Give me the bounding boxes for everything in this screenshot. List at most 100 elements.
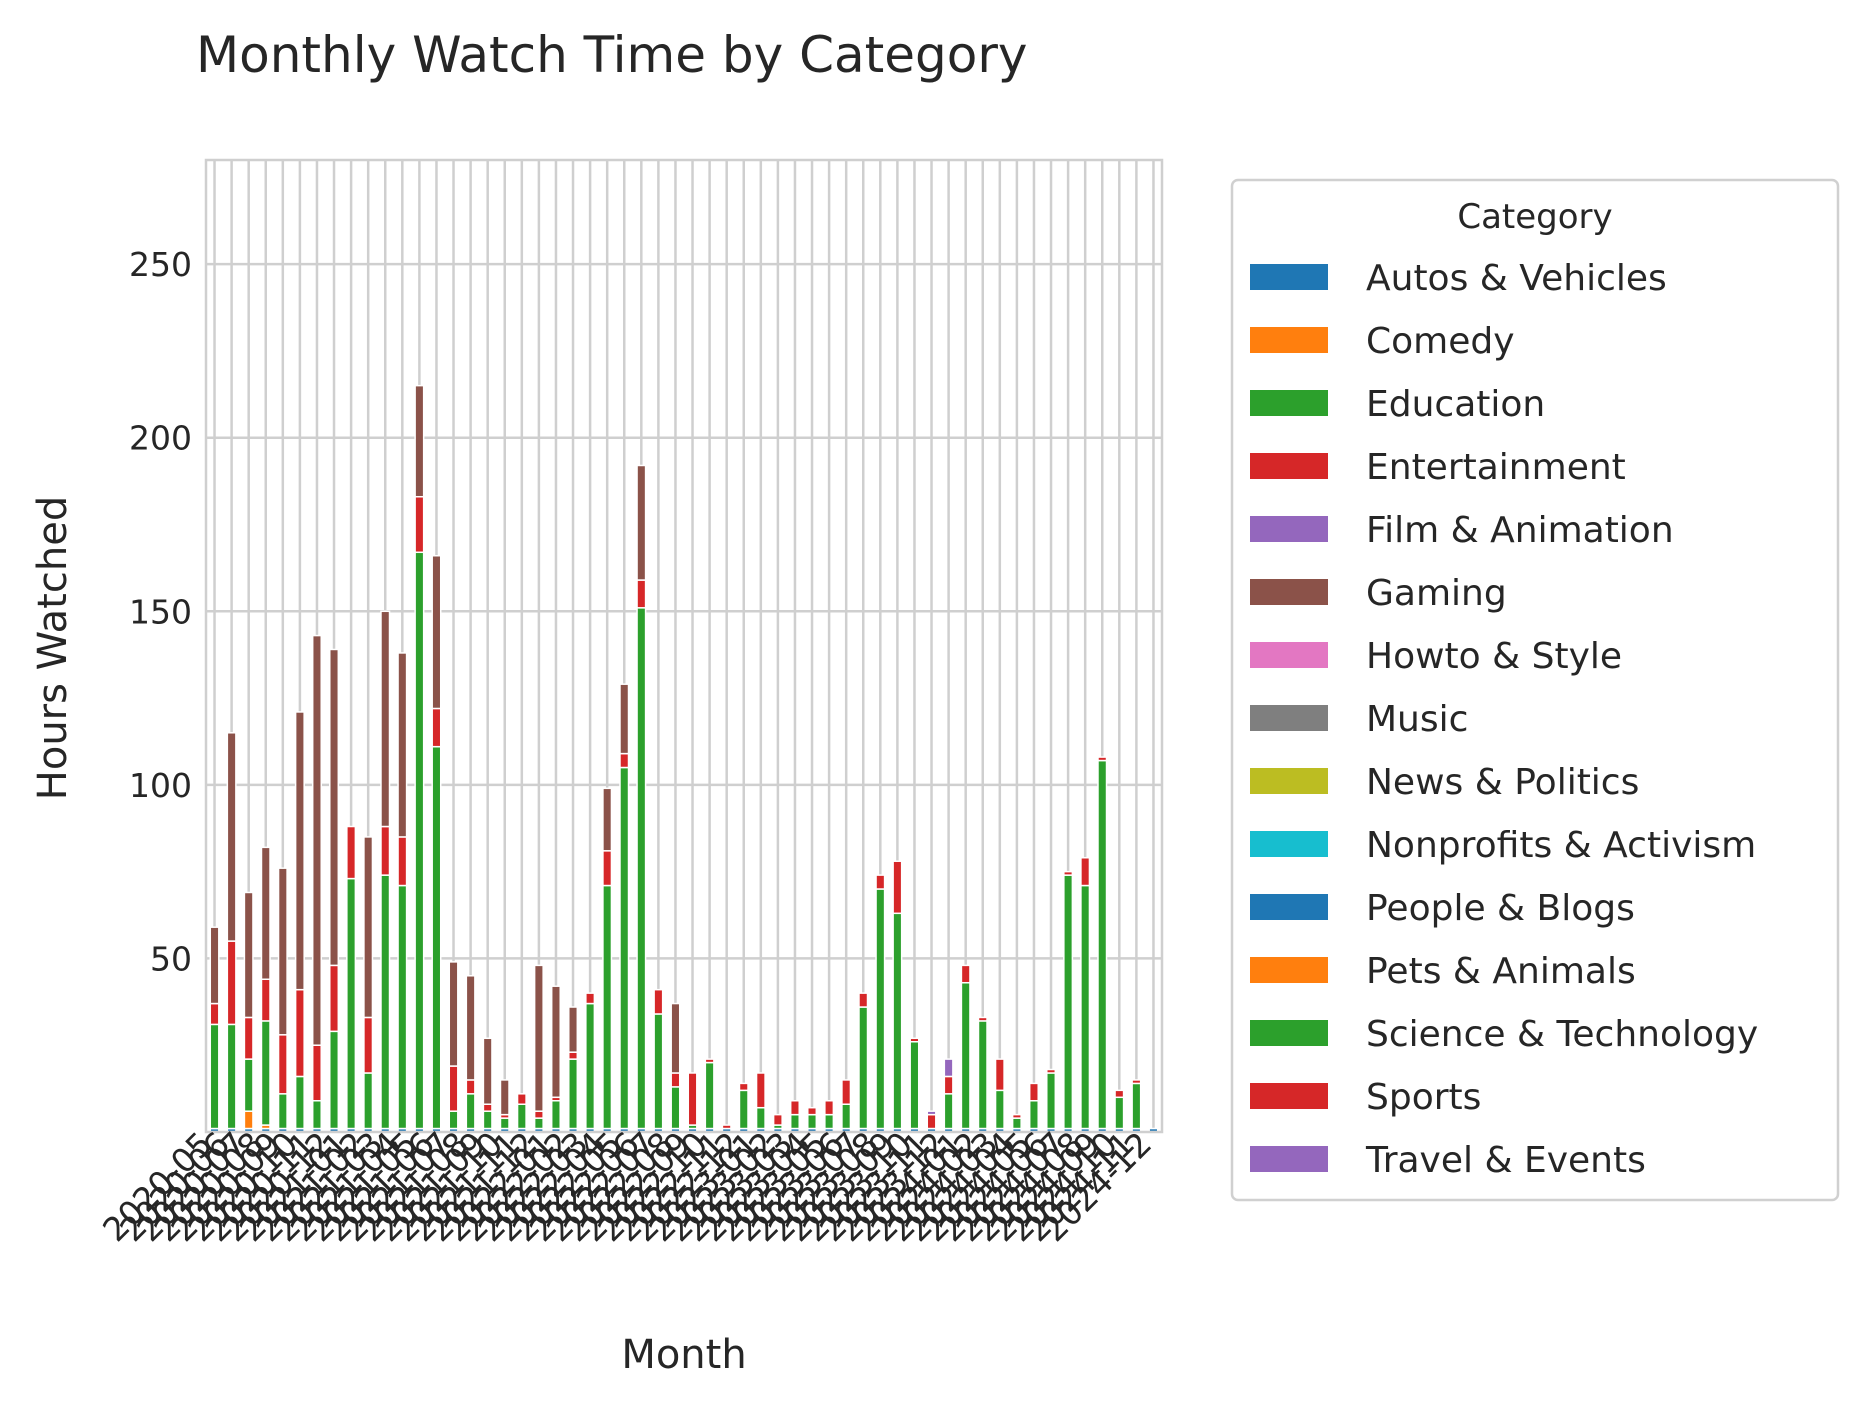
- bar-segment: [619, 683, 630, 755]
- x-tick-labels: 2020-052020-062020-072020-082020-092020-…: [95, 1124, 1159, 1249]
- legend-swatch: [1250, 831, 1328, 857]
- bar-segment: [277, 1034, 288, 1095]
- bar-segment: [858, 1006, 869, 1130]
- y-tick-label: 50: [150, 939, 192, 978]
- bar-segment: [311, 634, 322, 1046]
- bar-segment: [294, 988, 305, 1078]
- bar-segment: [943, 1075, 954, 1095]
- bar-segment: [550, 985, 561, 1099]
- bar-segment: [909, 1037, 920, 1043]
- bar-segment: [243, 1016, 254, 1060]
- bar-segment: [1097, 756, 1108, 762]
- legend-label: Entertainment: [1366, 447, 1626, 488]
- bar-segment: [738, 1082, 749, 1092]
- bar-segment: [329, 648, 340, 967]
- bar-segment: [431, 745, 442, 1130]
- bar-segment: [1080, 884, 1091, 1130]
- legend-swatch: [1250, 327, 1328, 353]
- bar-segment: [943, 1058, 954, 1078]
- bar-segment: [260, 978, 271, 1022]
- bar-segment: [277, 867, 288, 1036]
- bar-segment: [277, 1093, 288, 1130]
- bar-segment: [1028, 1082, 1039, 1102]
- legend-swatch: [1250, 1146, 1328, 1172]
- legend-swatch: [1250, 705, 1328, 731]
- bar-segment: [311, 1044, 322, 1102]
- bar-segment: [653, 988, 664, 1015]
- bar-segment: [448, 1065, 459, 1112]
- bar-segment: [533, 964, 544, 1112]
- bar-segment: [397, 836, 408, 887]
- y-tick-label: 150: [129, 592, 192, 631]
- bar-segment: [448, 1110, 459, 1130]
- legend: Category Autos & Vehicles Comedy Education…: [1230, 178, 1840, 1202]
- bar-segment: [568, 1006, 579, 1053]
- bar-segment: [294, 1075, 305, 1130]
- bar-segment: [670, 1072, 681, 1088]
- legend-label: Howto & Style: [1366, 636, 1622, 677]
- bar-segment: [209, 926, 220, 1005]
- bar-segment: [1063, 870, 1074, 876]
- bar-segment: [807, 1106, 818, 1116]
- bar-segment: [448, 961, 459, 1067]
- bar-segment: [789, 1100, 800, 1116]
- bar-segment: [977, 1020, 988, 1130]
- bar-segment: [1131, 1079, 1142, 1085]
- bar-segment: [482, 1103, 493, 1112]
- legend-label: People & Blogs: [1366, 888, 1635, 929]
- bar-segment: [414, 495, 425, 554]
- bar-segment: [431, 707, 442, 748]
- legend-label: Science & Technology: [1366, 1014, 1758, 1055]
- y-tick-labels: 50 100 150 200 250: [129, 245, 192, 978]
- bar-segment: [977, 1016, 988, 1022]
- bar-segment: [772, 1113, 783, 1126]
- bar-segment: [329, 1030, 340, 1130]
- legend-swatch: [1250, 894, 1328, 920]
- bar-segment: [465, 1093, 476, 1130]
- bar-segment: [721, 1124, 732, 1130]
- bar-segment: [602, 884, 613, 1130]
- bar-segment: [1114, 1089, 1125, 1099]
- bar-segment: [960, 981, 971, 1130]
- bar-segment: [619, 766, 630, 1130]
- bar-segment: [329, 964, 340, 1033]
- bars: [209, 384, 1159, 1133]
- legend-label: Gaming: [1366, 573, 1507, 614]
- bar-segment: [568, 1058, 579, 1130]
- legend-label: Comedy: [1366, 321, 1515, 362]
- bar-segment: [653, 1013, 664, 1130]
- bar-segment: [482, 1110, 493, 1130]
- legend-swatch: [1250, 642, 1328, 668]
- bar-segment: [841, 1103, 852, 1130]
- bar-segment: [755, 1072, 766, 1109]
- bar-segment: [568, 1051, 579, 1060]
- bar-segment: [516, 1093, 527, 1105]
- bar-segment: [465, 975, 476, 1081]
- bar-segment: [226, 732, 237, 942]
- bar-segment: [243, 891, 254, 1019]
- bar-segment: [858, 992, 869, 1008]
- bar-segment: [294, 711, 305, 991]
- legend-swatch: [1250, 390, 1328, 416]
- bar-segment: [994, 1058, 1005, 1092]
- legend-swatch: [1250, 1020, 1328, 1046]
- bar-segment: [499, 1079, 510, 1116]
- bar-segment: [414, 551, 425, 1130]
- bar-segment: [704, 1058, 715, 1064]
- legend-swatch: [1250, 957, 1328, 983]
- bar-segment: [909, 1040, 920, 1130]
- bar-segment: [1080, 857, 1091, 887]
- bar-segment: [516, 1103, 527, 1130]
- bar-segment: [755, 1106, 766, 1130]
- plot-frame: [204, 158, 1164, 1134]
- legend-swatch: [1250, 516, 1328, 542]
- bar-segment: [397, 652, 408, 838]
- bar-segment: [585, 1002, 596, 1130]
- bar-segment: [1046, 1072, 1057, 1130]
- bar-segment: [260, 846, 271, 981]
- bar-segment: [875, 874, 886, 890]
- bar-segment: [363, 1016, 374, 1074]
- bar-segment: [1028, 1100, 1039, 1130]
- bar-segment: [363, 1072, 374, 1130]
